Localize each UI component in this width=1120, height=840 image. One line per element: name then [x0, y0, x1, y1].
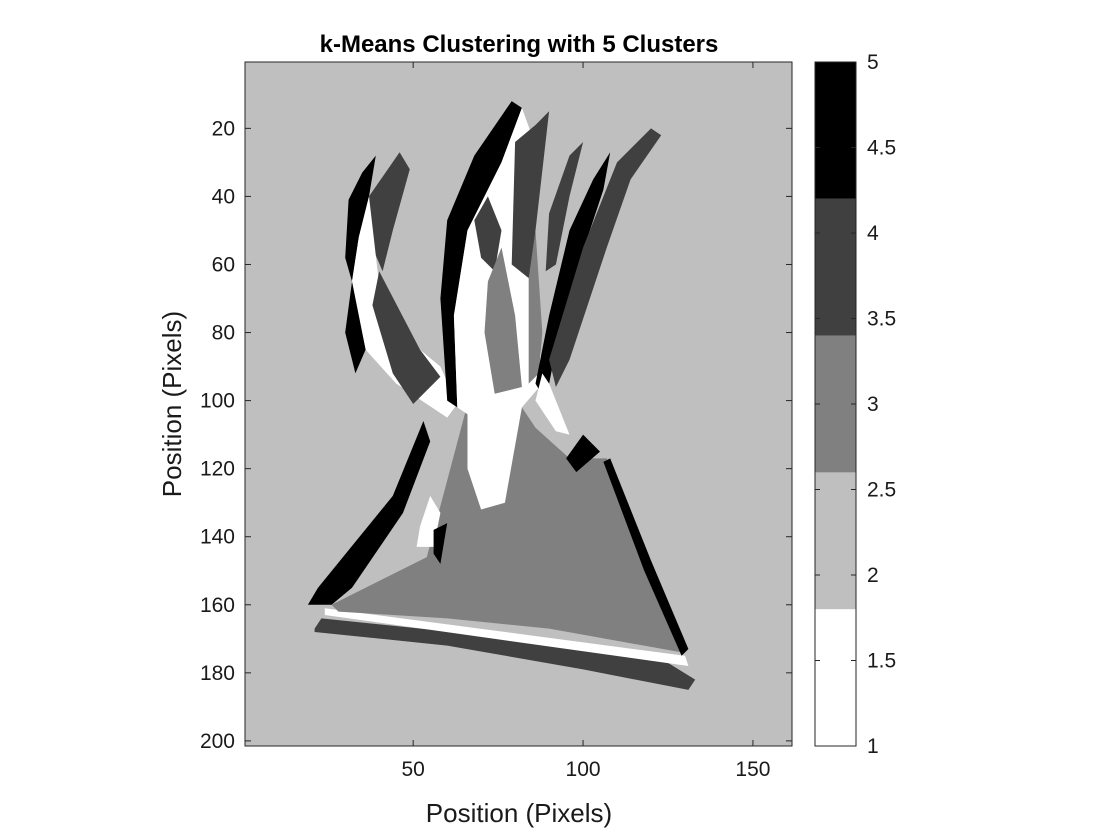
cluster-region-4 [566, 434, 600, 473]
x-tick-label-150: 150 [735, 758, 770, 781]
cluster-region-19 [545, 142, 584, 272]
cluster-regions [307, 101, 696, 690]
cluster-region-5 [603, 458, 689, 656]
cluster-region-17 [528, 230, 543, 384]
y-tick-label-40: 40 [212, 185, 235, 208]
cluster-region-15 [474, 196, 502, 272]
colorbar-tick-label-2: 2 [867, 564, 879, 587]
cluster-region-10 [352, 196, 458, 418]
cluster-region-1 [324, 608, 689, 666]
colorbar-ticks: 1 1.5 2 2.5 3 3.5 4 4.5 5 [815, 51, 896, 758]
y-tick-label-200: 200 [200, 730, 235, 753]
cluster-region-11 [345, 281, 366, 374]
plot-area [244, 61, 793, 747]
x-tick-label-100: 100 [566, 758, 601, 781]
plot-frame [244, 61, 793, 747]
y-tick-label-160: 160 [200, 594, 235, 617]
colorbar-tick-label-4: 4 [867, 222, 879, 245]
cluster-region-2 [331, 404, 682, 653]
y-tick-label-20: 20 [212, 117, 235, 140]
colorbar-tick-label-4.5: 4.5 [867, 137, 896, 160]
y-axis-label: Position (Pixels) [157, 311, 187, 497]
colorbar-tick-label-1: 1 [867, 735, 879, 758]
y-axis-ticks: 20 40 60 80 100 120 140 160 180 200 [200, 117, 792, 753]
y-tick-label-120: 120 [200, 458, 235, 481]
y-tick-label-80: 80 [212, 322, 235, 345]
cluster-region-0 [314, 618, 696, 690]
colorbar-block-5 [815, 62, 856, 199]
colorbar-block-2 [815, 472, 856, 610]
y-tick-label-180: 180 [200, 662, 235, 685]
colorbar-tick-label-3: 3 [867, 393, 879, 416]
cluster-region-12 [372, 271, 441, 404]
cluster-region-20 [535, 152, 611, 401]
y-tick-label-140: 140 [200, 526, 235, 549]
cluster-region-13 [440, 101, 522, 408]
x-axis-label: Position (Pixels) [426, 798, 612, 828]
colorbar-blocks [815, 62, 856, 746]
cluster-region-7 [433, 523, 448, 564]
colorbar-tick-label-2.5: 2.5 [867, 479, 896, 502]
x-tick-label-50: 50 [401, 758, 424, 781]
y-tick-label-100: 100 [200, 390, 235, 413]
colorbar-tick-label-5: 5 [867, 51, 879, 74]
colorbar: 1 1.5 2 2.5 3 3.5 4 4.5 5 [814, 51, 896, 758]
colorbar-tick-label-1.5: 1.5 [867, 650, 896, 673]
colorbar-block-1 [815, 609, 856, 746]
x-axis-ticks: 50 100 150 [401, 62, 770, 781]
cluster-region-9 [345, 155, 376, 282]
cluster-region-22 [535, 373, 570, 435]
colorbar-block-4 [815, 198, 856, 336]
colorbar-tick-label-3.5: 3.5 [867, 308, 896, 331]
cluster-region-3 [307, 421, 431, 605]
cluster-region-8 [369, 152, 410, 272]
cluster-region-18 [511, 111, 550, 279]
colorbar-block-3 [815, 335, 856, 473]
cluster-region-16 [484, 247, 522, 394]
chart-title: k-Means Clustering with 5 Clusters [320, 31, 719, 58]
cluster-region-21 [549, 128, 662, 387]
y-tick-label-60: 60 [212, 253, 235, 276]
